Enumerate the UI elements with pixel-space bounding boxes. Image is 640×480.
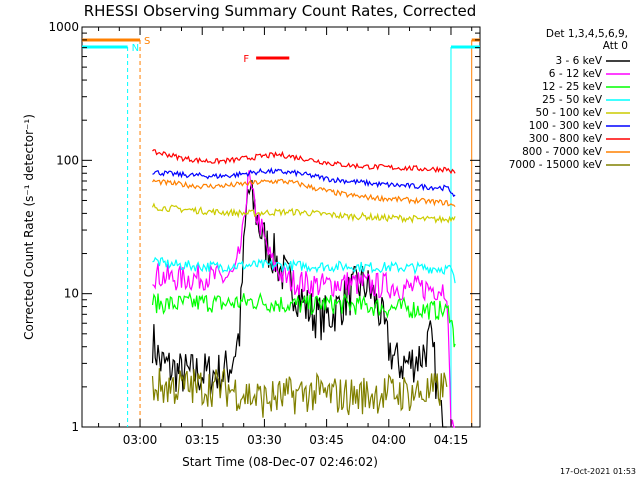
y-tick-label: 1000 [48, 20, 79, 34]
legend-entry-label: 50 - 100 keV [535, 107, 602, 119]
series-line-2 [151, 291, 456, 348]
x-tick-label: 03:45 [309, 433, 344, 447]
x-tick-label: 03:00 [123, 433, 158, 447]
legend-entry-label: 100 - 300 keV [529, 120, 603, 132]
series-line-6 [152, 149, 456, 175]
legend-entry-label: 7000 - 15000 keV [509, 159, 603, 171]
x-tick-label: 03:30 [247, 433, 282, 447]
legend-entry-label: 6 - 12 keV [549, 68, 603, 80]
legend-entry-label: 800 - 7000 keV [522, 146, 603, 158]
x-tick-label: 04:00 [371, 433, 406, 447]
flag-label-S: S [144, 36, 150, 47]
flag-label-N: N [132, 43, 139, 54]
footer-timestamp: 17-Oct-2021 01:53 [560, 467, 636, 476]
legend-entry-label: 25 - 50 keV [542, 94, 603, 106]
y-axis-label: Corrected Count Rate (s⁻¹ detector⁻¹) [22, 114, 36, 340]
plot-area: SN F [82, 36, 480, 428]
x-tick-label: 03:15 [185, 433, 220, 447]
x-tick-label: 04:15 [434, 433, 469, 447]
series-line-5 [152, 166, 456, 198]
flare-flag-label: F [243, 54, 249, 65]
series-line-3 [152, 256, 456, 284]
legend-entry-label: 12 - 25 keV [542, 81, 603, 93]
legend-entry-label: 300 - 800 keV [529, 133, 603, 145]
plot-frame [81, 26, 481, 428]
series-line-8 [151, 368, 448, 418]
series-line-7 [152, 178, 456, 208]
y-tick-label: 10 [64, 287, 79, 301]
legend-header-line: Att 0 [603, 40, 628, 52]
legend-header-line: Det 1,3,4,5,6,9, [546, 28, 628, 40]
series-line-1 [152, 170, 456, 428]
x-axis-label: Start Time (08-Dec-07 02:46:02) [182, 455, 378, 469]
legend-entry-label: 3 - 6 keV [555, 55, 602, 67]
y-tick-label: 100 [56, 153, 79, 167]
axis-ticks: 03:00 03:15 03:30 03:45 04:00 04:15 1 10 100 1000 [48, 20, 480, 447]
y-tick-label: 1 [71, 420, 79, 434]
series-line-4 [151, 202, 456, 224]
chart-title: RHESSI Observing Summary Count Rates, Co… [84, 2, 477, 20]
